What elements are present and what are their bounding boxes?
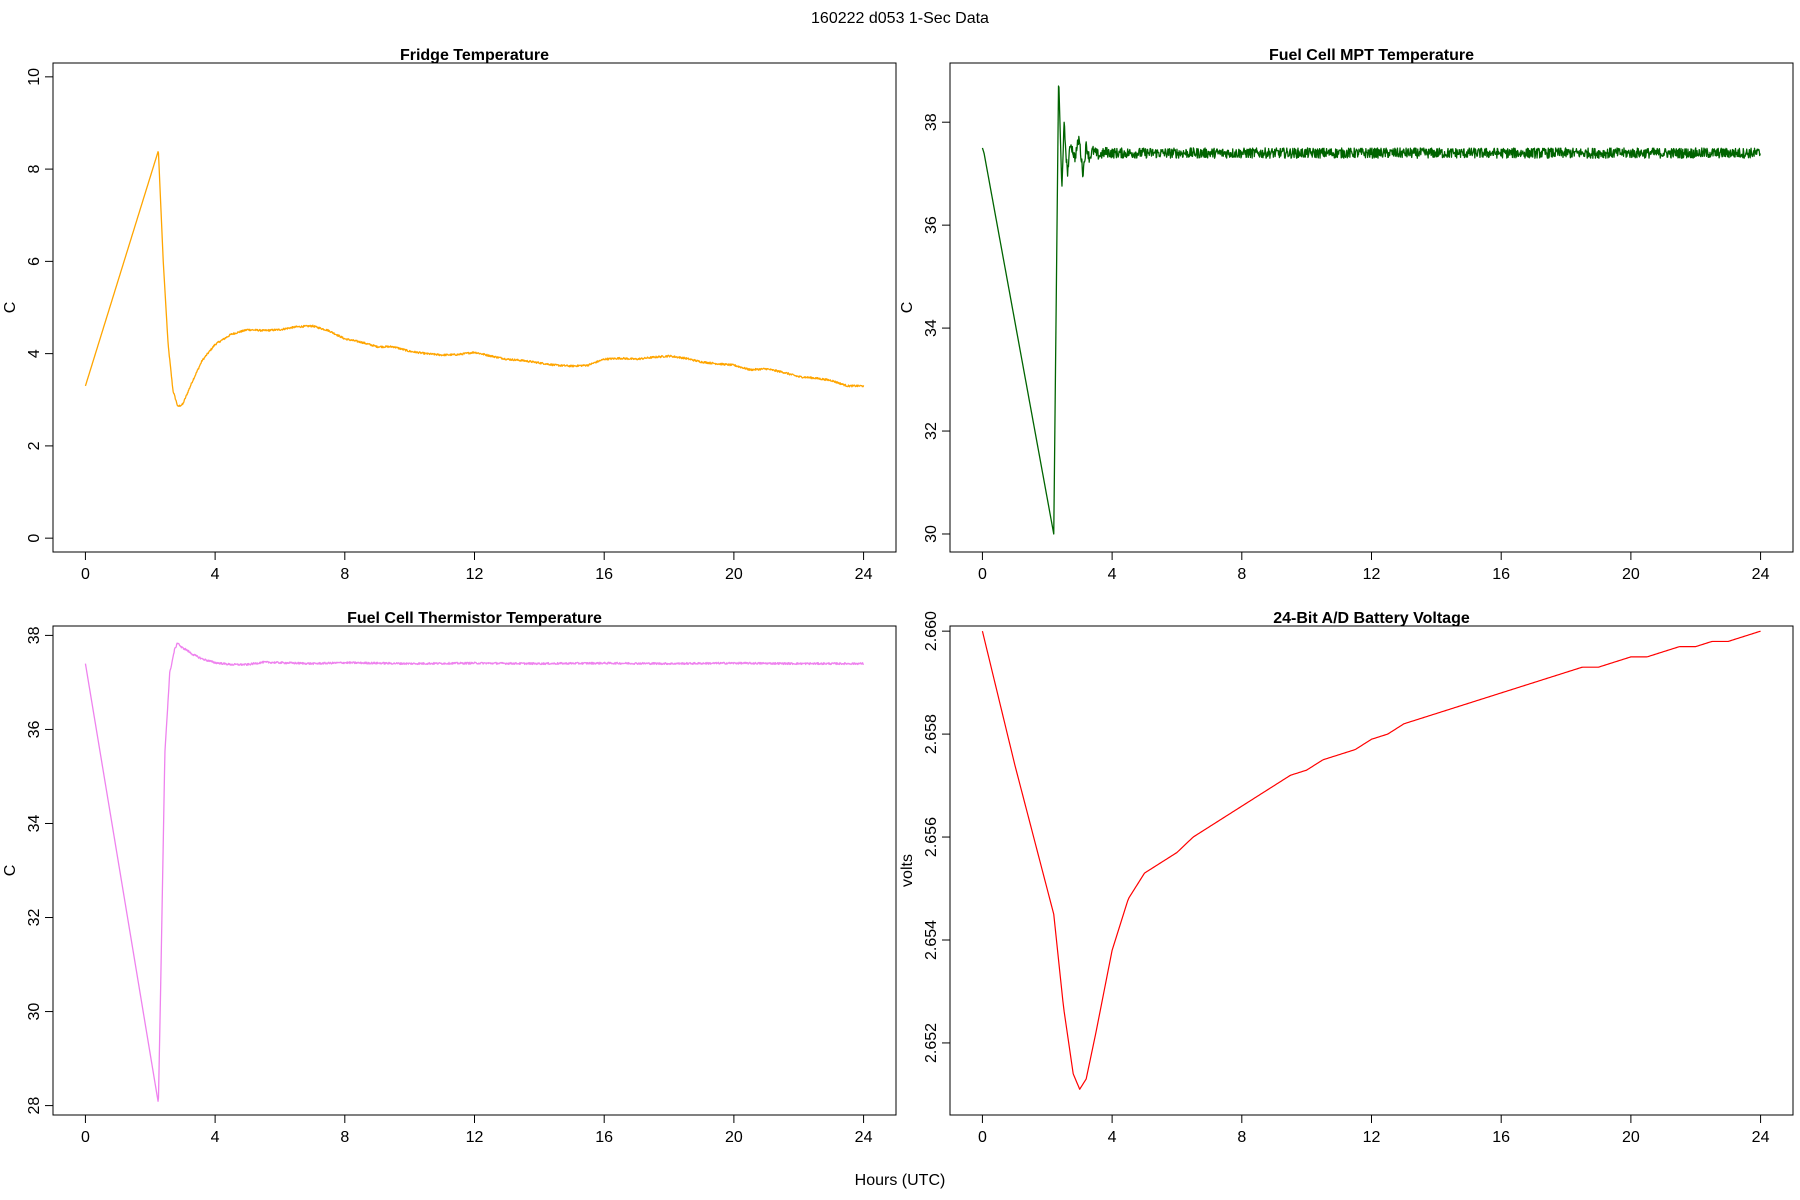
x-tick-label: 12 bbox=[466, 566, 484, 583]
x-tick-label: 12 bbox=[466, 1129, 484, 1146]
y-axis-label: C bbox=[2, 865, 19, 877]
panel-title: 24-Bit A/D Battery Voltage bbox=[1273, 610, 1470, 627]
figure-x-axis-label: Hours (UTC) bbox=[855, 1172, 946, 1189]
y-axis-label: volts bbox=[899, 854, 916, 887]
y-tick-label: 2.652 bbox=[923, 1023, 940, 1063]
x-tick-label: 4 bbox=[1108, 1129, 1117, 1146]
x-tick-label: 0 bbox=[978, 1129, 987, 1146]
y-tick-label: 2.654 bbox=[923, 920, 940, 960]
x-tick-label: 24 bbox=[855, 566, 873, 583]
y-tick-label: 32 bbox=[923, 422, 940, 440]
x-tick-label: 16 bbox=[1492, 1129, 1510, 1146]
panel-title: Fridge Temperature bbox=[400, 47, 549, 64]
x-tick-label: 20 bbox=[1622, 1129, 1640, 1146]
panel-3: Fuel Cell Thermistor Temperature 0 4 8 12 16 2… bbox=[2, 610, 897, 1146]
series-line bbox=[84, 642, 865, 1102]
series-line bbox=[981, 85, 1761, 535]
x-tick-label: 16 bbox=[595, 566, 613, 583]
x-tick-label: 0 bbox=[81, 566, 90, 583]
x-tick-label: 8 bbox=[1237, 1129, 1246, 1146]
panel-2: Fuel Cell MPT Temperature 0 4 8 12 16 20 24 30 32… bbox=[899, 47, 1794, 583]
x-tick-label: 8 bbox=[1237, 566, 1246, 583]
panel-title: Fuel Cell MPT Temperature bbox=[1269, 47, 1474, 64]
x-tick-label: 16 bbox=[595, 1129, 613, 1146]
x-tick-label: 0 bbox=[978, 566, 987, 583]
y-tick-label: 30 bbox=[923, 525, 940, 543]
x-tick-label: 12 bbox=[1363, 1129, 1381, 1146]
y-tick-label: 34 bbox=[26, 814, 43, 832]
y-tick-label: 30 bbox=[26, 1003, 43, 1021]
x-tick-label: 8 bbox=[340, 566, 349, 583]
x-tick-label: 16 bbox=[1492, 566, 1510, 583]
y-tick-label: 0 bbox=[26, 534, 43, 543]
x-tick-label: 24 bbox=[855, 1129, 873, 1146]
x-tick-label: 24 bbox=[1752, 1129, 1770, 1146]
x-tick-label: 4 bbox=[211, 566, 220, 583]
y-tick-label: 38 bbox=[26, 626, 43, 644]
series-line bbox=[981, 630, 1761, 1090]
x-tick-label: 4 bbox=[211, 1129, 220, 1146]
y-tick-label: 2 bbox=[26, 441, 43, 450]
x-tick-label: 24 bbox=[1752, 566, 1770, 583]
x-tick-label: 20 bbox=[1622, 566, 1640, 583]
y-tick-label: 6 bbox=[26, 257, 43, 266]
x-tick-label: 20 bbox=[725, 566, 743, 583]
y-tick-label: 34 bbox=[923, 319, 940, 337]
y-tick-label: 10 bbox=[26, 68, 43, 86]
y-tick-label: 36 bbox=[923, 216, 940, 234]
panel-title: Fuel Cell Thermistor Temperature bbox=[347, 610, 602, 627]
x-tick-label: 8 bbox=[340, 1129, 349, 1146]
y-tick-label: 2.660 bbox=[923, 611, 940, 651]
y-tick-label: 8 bbox=[26, 165, 43, 174]
y-axis-label: C bbox=[899, 302, 916, 314]
x-tick-label: 12 bbox=[1363, 566, 1381, 583]
x-tick-label: 0 bbox=[81, 1129, 90, 1146]
series-line bbox=[84, 151, 865, 408]
y-tick-label: 2.656 bbox=[923, 817, 940, 857]
panel-4: 24-Bit A/D Battery Voltage 0 4 8 12 16 20 24 2.6… bbox=[899, 610, 1794, 1146]
y-tick-label: 32 bbox=[26, 909, 43, 927]
figure-title: 160222 d053 1-Sec Data bbox=[811, 10, 989, 27]
y-tick-label: 38 bbox=[923, 113, 940, 131]
x-tick-label: 4 bbox=[1108, 566, 1117, 583]
y-tick-label: 28 bbox=[26, 1097, 43, 1115]
x-tick-label: 20 bbox=[725, 1129, 743, 1146]
y-tick-label: 4 bbox=[26, 349, 43, 358]
y-axis-label: C bbox=[2, 302, 19, 314]
y-tick-label: 2.658 bbox=[923, 714, 940, 754]
y-tick-label: 36 bbox=[26, 720, 43, 738]
